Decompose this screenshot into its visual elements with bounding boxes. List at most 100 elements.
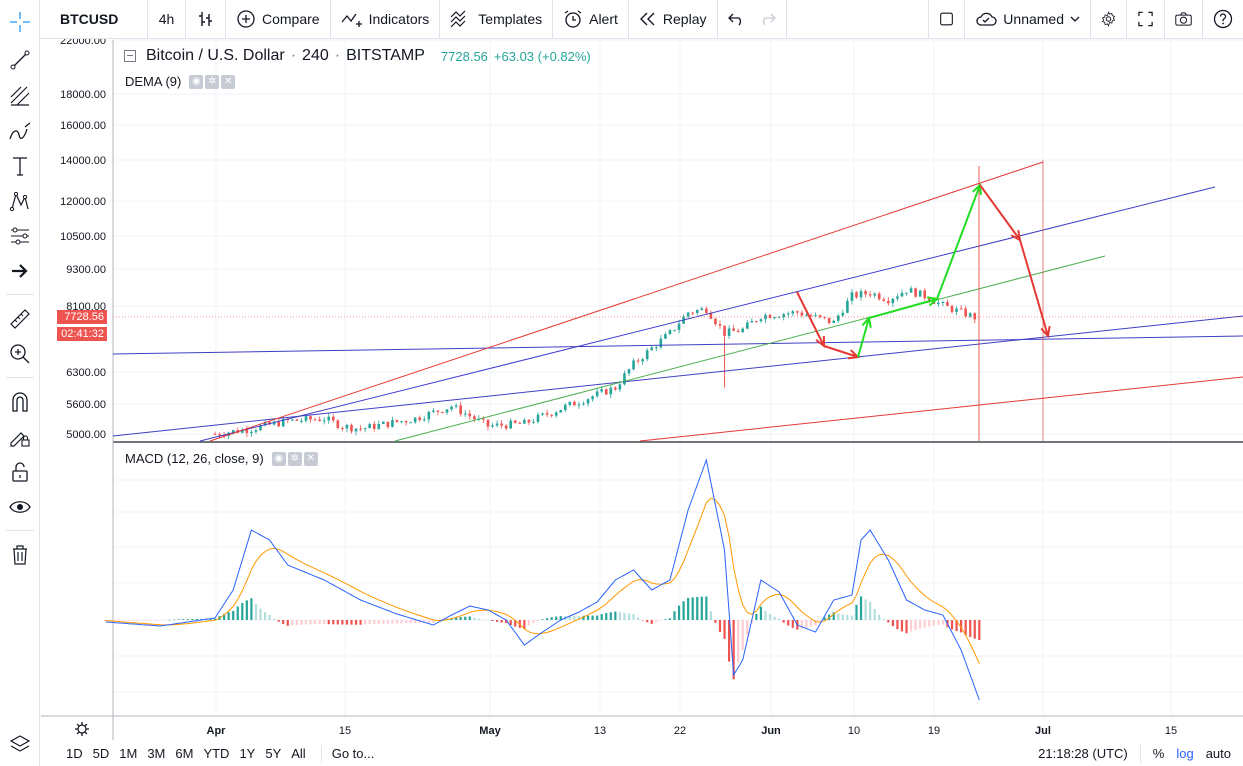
candle-body	[582, 403, 585, 405]
range-5y[interactable]: 5Y	[265, 746, 282, 761]
percent-toggle[interactable]: %	[1152, 746, 1165, 761]
candle-body	[600, 389, 604, 392]
fib-tool[interactable]	[6, 82, 34, 110]
histogram-bar	[118, 620, 121, 621]
toolbar-spacer	[787, 0, 930, 39]
range-6m[interactable]: 6M	[175, 746, 194, 761]
ruler-icon	[10, 309, 30, 329]
macd-legend[interactable]: MACD (12, 26, close, 9) ◉ ✲ ✕	[125, 451, 318, 466]
arrow-tool[interactable]	[6, 257, 34, 285]
eye-icon[interactable]: ◉	[189, 74, 204, 89]
price-axis-label: 6300.00	[66, 367, 106, 379]
log-toggle[interactable]: log	[1176, 746, 1194, 761]
histogram-bar	[259, 608, 262, 620]
candle-body	[891, 298, 895, 304]
settings-button[interactable]	[1091, 0, 1127, 39]
indicators-icon	[341, 13, 362, 27]
candle-body	[395, 420, 399, 422]
lock-draw-tool[interactable]	[6, 423, 34, 451]
fullscreen-button[interactable]	[1127, 0, 1165, 39]
lock-draw-icon	[10, 432, 30, 447]
range-5d[interactable]: 5D	[92, 746, 110, 761]
bar-style-button[interactable]	[186, 0, 226, 39]
price-axis-label: 5600.00	[66, 399, 106, 411]
histogram-bar	[477, 618, 480, 620]
gear-icon[interactable]: ✲	[287, 451, 302, 466]
replay-button[interactable]: Replay	[629, 0, 718, 39]
trash-icon	[13, 545, 27, 565]
undo-icon[interactable]	[727, 12, 746, 26]
trash-tool[interactable]	[6, 541, 34, 569]
range-ytd[interactable]: YTD	[203, 746, 230, 761]
pattern-tool[interactable]	[6, 187, 34, 215]
layout-toggle-button[interactable]	[929, 0, 966, 39]
gear-tooth	[84, 731, 88, 735]
crosshair-tool[interactable]	[6, 8, 34, 36]
histogram-bar	[896, 620, 899, 630]
candle-body	[677, 323, 681, 330]
layers-tool[interactable]	[6, 730, 34, 758]
eye-tool[interactable]	[6, 493, 34, 521]
histogram-bar	[650, 620, 653, 624]
candle-body	[727, 328, 731, 336]
candle-body	[523, 419, 526, 424]
utc-clock[interactable]: 21:18:28 (UTC)	[1038, 746, 1128, 761]
histogram-bar	[263, 612, 267, 620]
magnet-tool[interactable]	[6, 388, 34, 416]
dema-legend[interactable]: DEMA (9) ◉ ✲ ✕	[125, 74, 236, 89]
trend-line-tool[interactable]	[6, 46, 34, 74]
histogram-bar	[232, 610, 235, 620]
indicators-button[interactable]: Indicators	[331, 0, 441, 39]
candle-body	[905, 292, 908, 294]
close-icon[interactable]: ✕	[221, 74, 236, 89]
brush-tool[interactable]	[6, 118, 34, 146]
interval-button[interactable]: 4h	[148, 0, 186, 39]
range-1y[interactable]: 1Y	[239, 746, 256, 761]
eye-icon[interactable]: ◉	[271, 451, 286, 466]
help-button[interactable]	[1203, 0, 1243, 39]
candle-body	[641, 359, 644, 362]
candle-body	[964, 308, 967, 317]
square-icon	[940, 12, 954, 26]
collapse-icon[interactable]	[124, 50, 136, 62]
candle-body	[536, 414, 540, 422]
compare-button[interactable]: Compare	[226, 0, 331, 39]
histogram-bar	[741, 620, 744, 651]
layout-name-button[interactable]: Unnamed	[965, 0, 1091, 39]
symbol-search[interactable]: BTCUSD	[0, 0, 148, 39]
ruler-tool[interactable]	[6, 305, 34, 333]
histogram-bar	[609, 612, 612, 620]
range-3m[interactable]: 3M	[147, 746, 166, 761]
time-axis-label: Jul	[1035, 725, 1051, 737]
goto-button[interactable]: Go to...	[331, 746, 375, 761]
text-tool[interactable]	[6, 152, 34, 180]
histogram-bar	[404, 620, 408, 624]
range-1m[interactable]: 1M	[119, 746, 138, 761]
candle-body	[445, 409, 449, 413]
gear-icon[interactable]: ✲	[205, 74, 220, 89]
forecast-arrow-up	[868, 298, 938, 319]
histogram-bar	[550, 617, 553, 620]
snapshot-button[interactable]	[1165, 0, 1203, 39]
templates-button[interactable]: Templates	[440, 0, 554, 39]
legend-price: 7728.56	[440, 48, 488, 64]
zoom-tool[interactable]	[6, 340, 34, 368]
candle-body	[341, 428, 344, 430]
price-axis-label: 18000.00	[60, 89, 106, 101]
redo-icon[interactable]	[758, 12, 776, 26]
prediction-tool[interactable]	[6, 222, 34, 250]
auto-toggle[interactable]: auto	[1205, 746, 1231, 761]
range-all[interactable]: All	[291, 746, 306, 761]
close-icon[interactable]: ✕	[303, 451, 318, 466]
histogram-bar	[500, 620, 503, 623]
histogram-bar	[486, 619, 490, 621]
lock-tool[interactable]	[6, 458, 34, 486]
histogram-bar	[122, 620, 126, 621]
histogram-bar	[200, 618, 203, 620]
drawing-toolbar	[0, 0, 40, 766]
macd-pane	[104, 458, 981, 701]
histogram-bar	[832, 612, 835, 620]
alert-button[interactable]: Alert	[553, 0, 629, 39]
range-1d[interactable]: 1D	[66, 746, 83, 761]
